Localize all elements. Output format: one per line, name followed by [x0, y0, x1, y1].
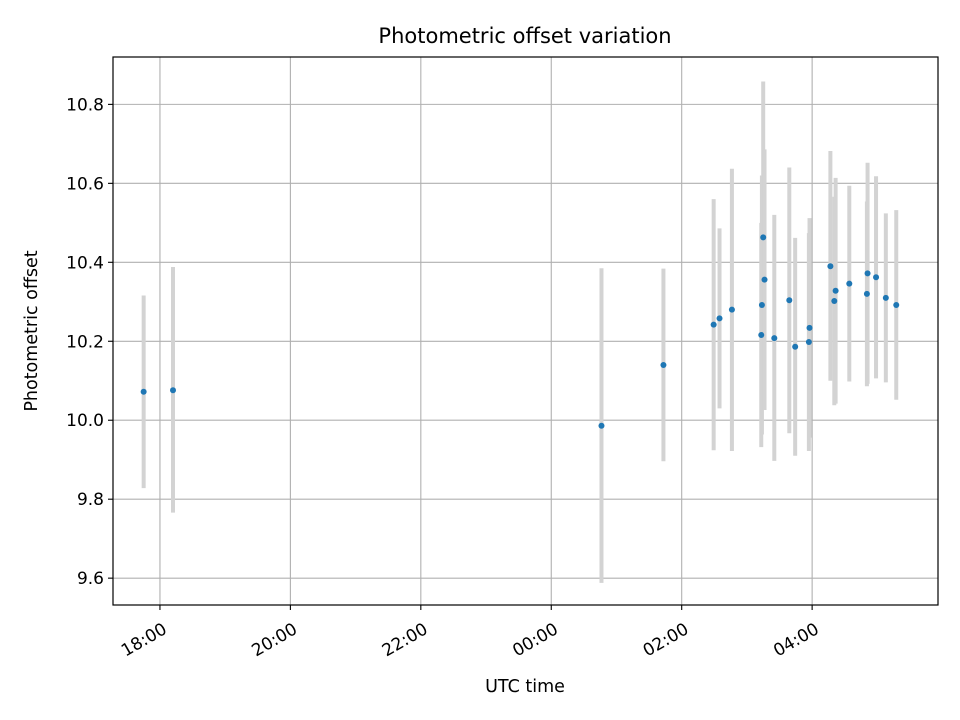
plot-area-frame	[112, 56, 939, 606]
data-point	[758, 301, 765, 308]
ticks	[108, 103, 813, 610]
y-tick-label: 9.6	[77, 569, 104, 589]
data-point	[140, 388, 147, 395]
data-point	[882, 294, 889, 301]
data-point	[710, 321, 717, 328]
y-axis-title: Photometric offset	[22, 250, 42, 411]
data-point	[761, 276, 768, 283]
data-point	[170, 387, 176, 394]
x-axis-title: UTC time	[485, 677, 565, 697]
y-tick-label: 10.0	[66, 411, 104, 431]
data-point	[827, 263, 834, 270]
data-point	[792, 343, 799, 350]
data-point	[863, 290, 870, 297]
data-point	[660, 361, 667, 368]
data-point	[832, 287, 839, 294]
data-point	[771, 335, 778, 342]
data-points	[140, 234, 900, 429]
data-point	[716, 315, 723, 322]
data-point	[873, 274, 880, 281]
data-point	[893, 301, 900, 308]
grid	[113, 57, 938, 605]
y-tick-label: 10.6	[66, 174, 104, 194]
chart-title: Photometric offset variation	[378, 24, 671, 48]
data-point	[598, 422, 605, 429]
y-tick-label: 10.8	[66, 95, 104, 115]
data-point	[758, 331, 765, 338]
data-point	[864, 270, 871, 277]
data-point	[786, 297, 793, 304]
y-tick-label: 9.8	[77, 490, 104, 510]
data-point	[760, 234, 767, 241]
data-point	[728, 306, 735, 313]
data-point	[831, 297, 838, 304]
y-tick-label: 10.4	[66, 253, 104, 273]
data-point	[805, 339, 812, 346]
y-tick-label: 10.2	[66, 332, 104, 352]
data-point	[806, 324, 813, 331]
data-point	[846, 280, 853, 287]
